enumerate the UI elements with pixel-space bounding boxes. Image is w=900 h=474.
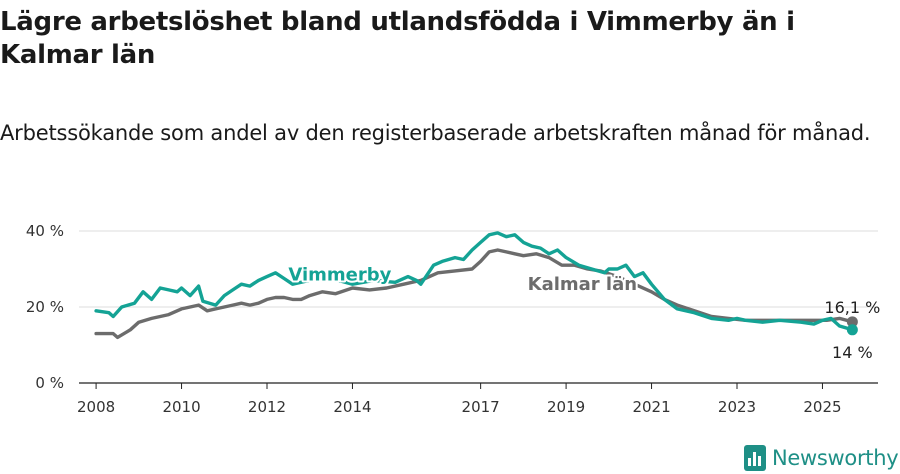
newsworthy-logo: Newsworthy [744, 443, 899, 473]
chart-title: Lägre arbetslöshet bland utlandsfödda i … [0, 7, 795, 70]
y-tick-label: 40 % [26, 222, 64, 240]
x-tick-label: 2021 [632, 398, 670, 416]
end-value-label-vimmerby: 14 % [832, 343, 873, 362]
series-label-vimmerby: Vimmerby [288, 264, 391, 285]
grid-layer [79, 230, 878, 384]
brand-name: Newsworthy [772, 446, 899, 470]
x-tick-label: 2017 [462, 398, 500, 416]
x-tick-label: 2023 [718, 398, 756, 416]
series-layer [94, 231, 858, 340]
x-tick-label: 2012 [248, 398, 286, 416]
series-end-dot-kalmar [846, 316, 858, 328]
tick-layer: 0 % 20 % 40 % 2008 2010 2012 2014 2017 2019 2021 2… [26, 222, 842, 416]
line-chart: 0 % 20 % 40 % 2008 2010 2012 2014 2017 2019 2021 2… [26, 222, 880, 416]
bar-chart-icon [744, 445, 766, 471]
x-tick-label: 2019 [547, 398, 585, 416]
x-tick-label: 2014 [333, 398, 371, 416]
series-line-vimmerby [94, 231, 855, 332]
label-layer: Vimmerby Kalmar län 16,1 % 14 % [286, 262, 880, 362]
x-tick-label: 2010 [162, 398, 200, 416]
series-end-dot-vimmerby [846, 324, 858, 336]
series-line-kalmar [94, 248, 855, 340]
chart-subtitle: Arbetssökande som andel av den registerb… [0, 121, 871, 145]
end-value-label-kalmar: 16,1 % [824, 298, 880, 317]
y-tick-label: 20 % [26, 298, 64, 316]
y-tick-label: 0 % [35, 374, 64, 392]
x-tick-label: 2008 [77, 398, 115, 416]
x-tick-label: 2025 [803, 398, 841, 416]
series-label-kalmar: Kalmar län [528, 274, 637, 295]
